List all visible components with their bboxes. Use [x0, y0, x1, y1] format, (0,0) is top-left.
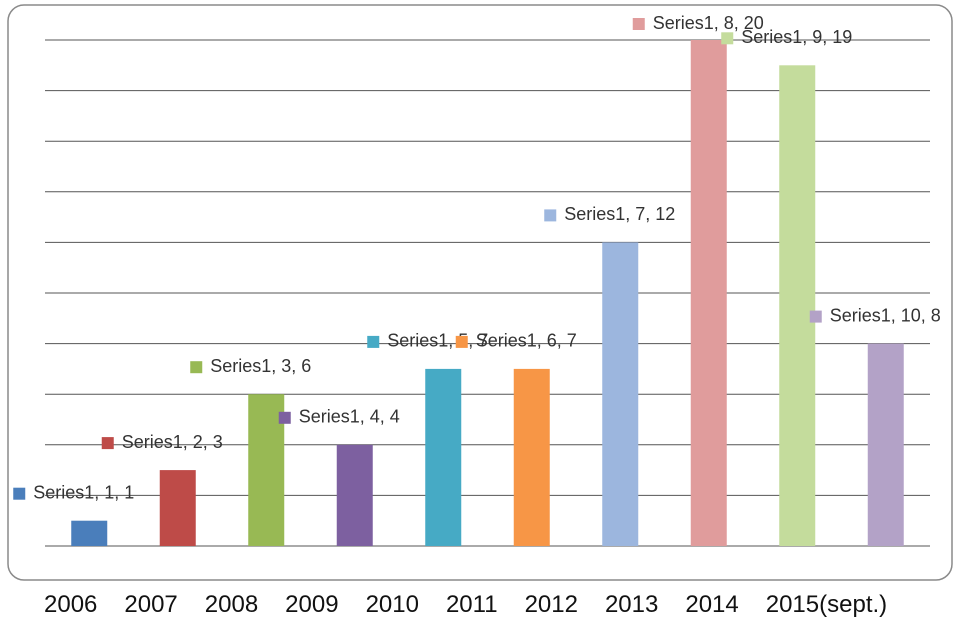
bar [159, 470, 196, 546]
data-label: Series1, 1, 1 [33, 482, 134, 502]
data-label: Series1, 4, 4 [299, 407, 400, 427]
data-label: Series1, 8, 20 [653, 13, 764, 33]
bar [513, 368, 550, 546]
x-axis-labels: 2006 2007 2008 2009 2010 2011 2012 2013 2014 2015… [44, 591, 887, 619]
label-key [544, 209, 557, 222]
label-key [13, 487, 26, 500]
bars [71, 40, 904, 547]
label-key [632, 18, 645, 30]
x-tick-label: 2012 [524, 591, 578, 618]
label-key [809, 310, 822, 323]
x-tick-label: 2010 [365, 591, 419, 618]
data-label: Series1, 5, 7 [387, 331, 488, 351]
label-key [190, 361, 203, 374]
bar [867, 343, 904, 546]
x-tick-label: 2014 [685, 591, 739, 618]
label-key [721, 32, 734, 45]
data-label: Series1, 2, 3 [122, 432, 223, 452]
label-key [455, 335, 468, 348]
data-label: Series1, 7, 12 [564, 204, 675, 224]
bar [71, 520, 108, 546]
x-tick-label: 2013 [604, 591, 659, 618]
label-key [367, 335, 380, 348]
data-labels: Series1, 1, 1 Series1, 2, 3 Series1, 3, 6 S… [13, 13, 941, 502]
x-tick-label: 2011 [445, 591, 498, 618]
data-label: Series1, 6, 7 [476, 331, 577, 351]
x-tick-label: 2006 [44, 591, 98, 618]
x-tick-label: 2015(sept.) [765, 591, 888, 618]
bar [248, 394, 285, 546]
bar [602, 242, 639, 546]
bar [425, 368, 462, 546]
chart: Series1, 1, 1 Series1, 2, 3 Series1, 3, 6 S… [7, 4, 953, 581]
x-tick-label: 2009 [285, 591, 339, 618]
data-label: Series1, 10, 8 [830, 305, 941, 325]
x-tick-label: 2008 [204, 591, 259, 618]
bar [779, 65, 816, 547]
label-key [101, 437, 114, 450]
bar [336, 444, 373, 546]
x-tick-label: 2007 [124, 591, 178, 618]
data-label: Series1, 3, 6 [210, 356, 311, 376]
label-key [278, 411, 291, 424]
bar [690, 40, 727, 546]
data-label: Series1, 9, 19 [741, 27, 852, 47]
